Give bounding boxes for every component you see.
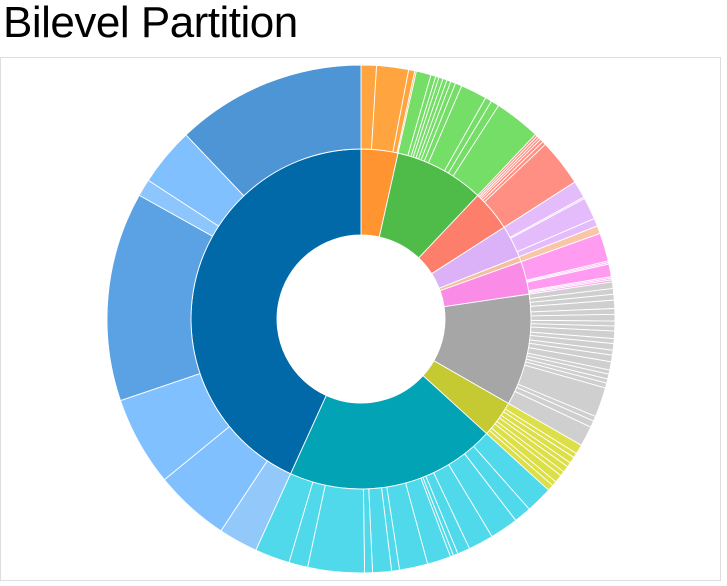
outer-ring (106, 64, 616, 574)
inner-ring (190, 148, 532, 490)
sunburst-chart (106, 64, 616, 574)
page-title: Bilevel Partition (3, 0, 298, 47)
outer-segment-10-7[interactable] (185, 64, 362, 197)
center-hole (277, 235, 445, 403)
chart-frame (0, 57, 721, 581)
